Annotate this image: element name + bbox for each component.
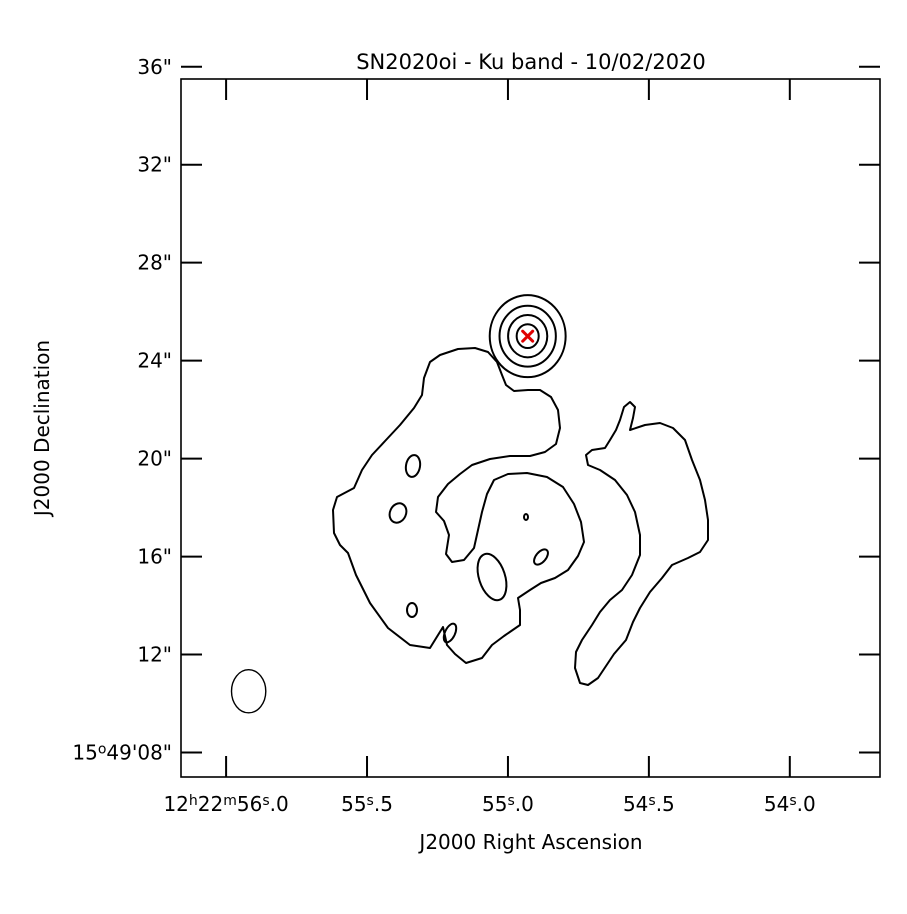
x-tick-label-part: m — [223, 793, 237, 809]
y-tick-label-part: 24" — [137, 349, 172, 373]
x-tick-label-part: 12 — [163, 792, 188, 816]
y-tick-label-part: 28" — [137, 251, 172, 275]
y-tick-label-part: 15 — [72, 741, 97, 765]
y-tick-label: 20" — [137, 447, 172, 471]
y-tick-label: 16" — [137, 545, 172, 569]
y-tick-label-part: 20" — [137, 447, 172, 471]
y-tick-label: 36" — [137, 55, 172, 79]
sn-marker-stroke — [521, 329, 535, 343]
plot-frame — [180, 78, 881, 778]
compact-source-contour — [488, 294, 567, 379]
x-tick-label-part: h — [189, 793, 198, 809]
y-tick-label-part: 32" — [137, 153, 172, 177]
beam-ellipse — [230, 669, 267, 714]
hole-contour-2 — [388, 502, 408, 524]
y-tick-label-part: 16" — [137, 545, 172, 569]
y-axis-tick-labels: 15o49'08"12"16"20"24"28"32"36"40" — [72, 55, 172, 765]
x-tick-label-part: .0 — [270, 792, 289, 816]
compact-source-contour — [498, 304, 557, 368]
y-tick-label: 32" — [137, 153, 172, 177]
x-tick-label: 54s.5 — [623, 792, 675, 816]
x-tick-label-part: 54 — [764, 792, 789, 816]
x-axis-ticks — [225, 79, 791, 777]
y-tick-label: 24" — [137, 349, 172, 373]
compact-source-contour — [507, 313, 549, 359]
compact-source-contour — [515, 323, 540, 350]
y-tick-label: 12" — [137, 643, 172, 667]
x-tick-label-part: s — [367, 793, 374, 809]
outer-emission-contour — [332, 347, 585, 664]
x-tick-label-part: s — [648, 793, 655, 809]
x-tick-label-part: 56 — [237, 792, 262, 816]
x-tick-label-part: 22 — [198, 792, 223, 816]
x-tick-label-part: s — [262, 793, 269, 809]
knot-contour-1 — [476, 552, 508, 602]
knot-contour-2 — [533, 548, 549, 566]
synthesized-beam — [230, 669, 267, 714]
x-axis-tick-labels: 12h22m56s.0 55s.5 55s.0 54s.5 54s.0 — [163, 792, 815, 816]
x-tick-label: 55s.5 — [341, 792, 393, 816]
x-tick-label-part: .0 — [797, 792, 816, 816]
x-tick-label-part: s — [789, 793, 796, 809]
y-tick-label-part: 12" — [137, 643, 172, 667]
x-tick-label-part: 54 — [623, 792, 648, 816]
y-tick-label: 28" — [137, 251, 172, 275]
x-tick-label-part: 55 — [482, 792, 507, 816]
y-axis-label: J2000 Declination — [30, 340, 54, 518]
x-tick-label-part: .0 — [515, 792, 534, 816]
compact-source-contours — [488, 294, 567, 379]
y-tick-label: 15o49'08" — [72, 741, 172, 765]
chart-title: SN2020oi - Ku band - 10/02/2020 — [356, 50, 706, 74]
x-axis-label: J2000 Right Ascension — [417, 830, 642, 854]
west-arm-contour — [574, 401, 709, 686]
y-tick-label-part: 36" — [137, 55, 172, 79]
y-tick-label-part: 49'08" — [106, 741, 172, 765]
x-tick-label-part: .5 — [374, 792, 393, 816]
x-tick-label-part: 55 — [341, 792, 366, 816]
y-tick-label-part: o — [98, 741, 107, 757]
emission-contours — [332, 347, 709, 686]
hole-contour-3 — [406, 602, 418, 618]
x-tick-label: 55s.0 — [482, 792, 534, 816]
hole-contour-4 — [442, 622, 458, 644]
sn-position-marker — [521, 329, 535, 343]
x-tick-label: 54s.0 — [764, 792, 816, 816]
knot-contour-3 — [523, 513, 529, 521]
y-axis-ticks — [181, 65, 880, 754]
x-tick-label-part: s — [507, 793, 514, 809]
x-tick-label-part: .5 — [656, 792, 675, 816]
hole-contour-1 — [404, 454, 422, 478]
x-tick-label: 12h22m56s.0 — [163, 792, 288, 816]
